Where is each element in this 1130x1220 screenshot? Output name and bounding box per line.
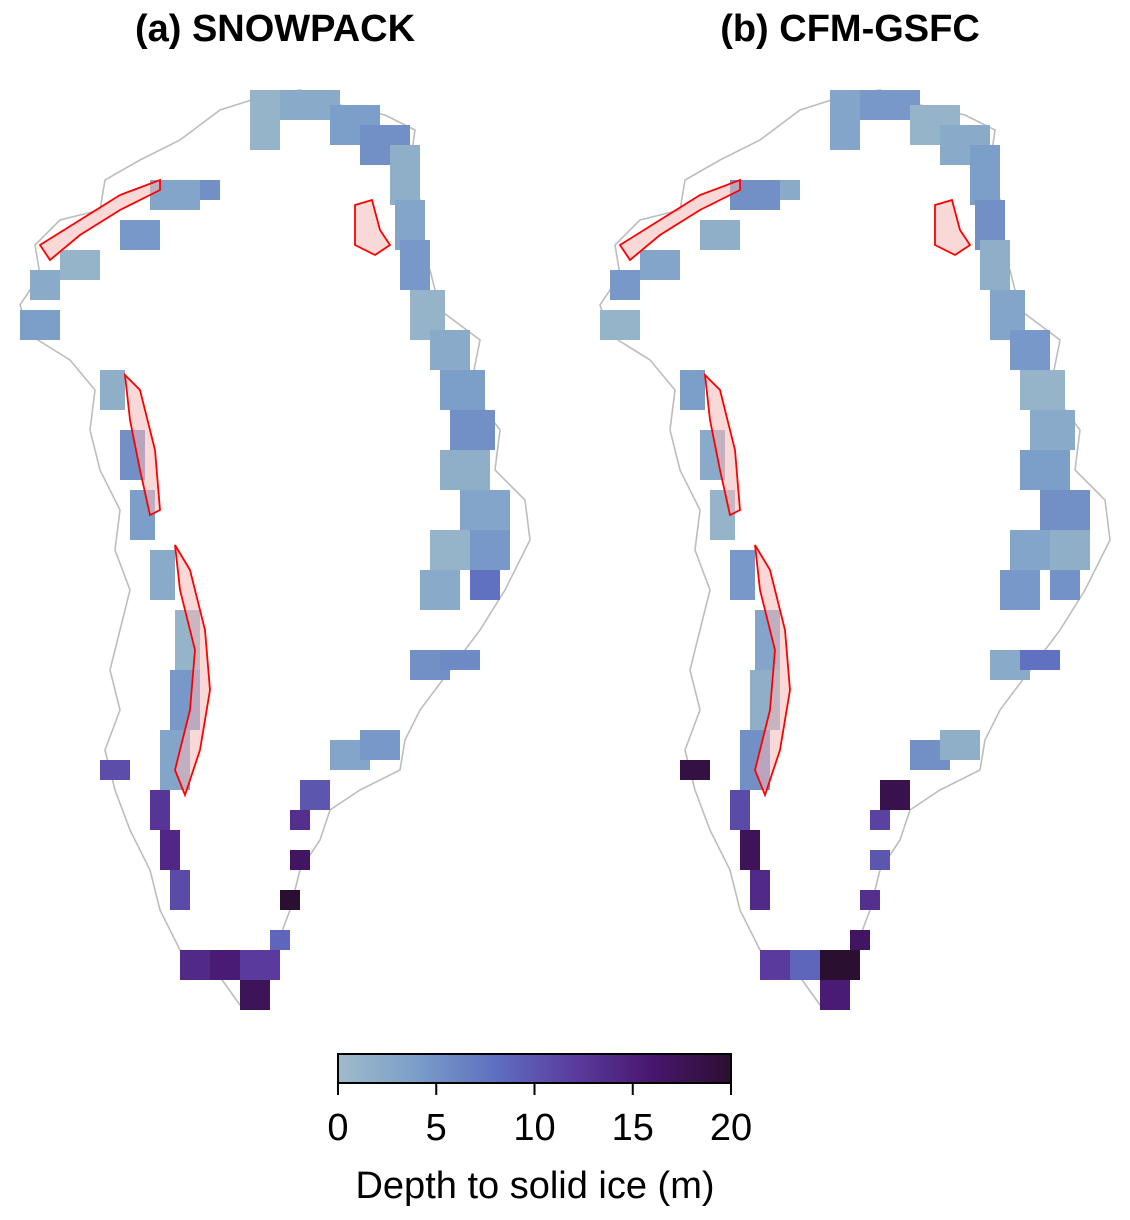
colorbar: 0 5 10 15 20 Depth to solid ice (m)	[300, 1040, 780, 1210]
outlined-region	[703, 372, 741, 517]
grid-cell	[600, 310, 640, 340]
grid-cell	[1010, 530, 1050, 570]
grid-cell	[210, 950, 240, 980]
grid-cell	[870, 810, 890, 830]
outlined-region	[123, 372, 161, 517]
grid-cell	[820, 950, 860, 980]
colorbar-tick-label: 5	[426, 1107, 447, 1149]
grid-cell	[470, 530, 510, 570]
panel-b-title: (b) CFM-GSFC	[720, 8, 980, 50]
grid-cell	[740, 830, 760, 870]
map-panel-cfm-gsfc	[599, 89, 1111, 1010]
grid-cell	[1010, 330, 1050, 370]
grid-cell	[1020, 450, 1070, 490]
grid-cell	[100, 760, 130, 780]
outlined-region	[174, 544, 211, 798]
grid-cell	[100, 370, 125, 410]
grid-cell	[850, 930, 870, 950]
grid-cell	[1000, 570, 1040, 610]
grid-cell	[440, 370, 485, 410]
map-panel-snowpack	[19, 89, 531, 1010]
grid-cell	[1040, 490, 1090, 530]
grid-cell	[280, 890, 300, 910]
grid-cell	[180, 950, 210, 980]
grid-cell	[1020, 370, 1065, 410]
grid-cell	[120, 220, 160, 250]
grid-cell	[300, 780, 330, 810]
grid-cell	[870, 850, 890, 870]
grid-cell	[830, 90, 860, 150]
grid-cell	[170, 870, 190, 910]
grid-cell	[780, 180, 800, 200]
grid-cell	[820, 980, 850, 1010]
grid-cell	[270, 930, 290, 950]
grid-cell	[470, 570, 500, 600]
grid-cell	[750, 870, 770, 910]
grid-cell	[730, 790, 750, 830]
grid-cell	[430, 330, 470, 370]
outlined-region	[754, 544, 791, 798]
colorbar-scale: 0 5 10 15 20	[327, 1053, 752, 1149]
grid-cell	[200, 180, 220, 200]
grid-cell	[940, 730, 980, 760]
grid-cell	[640, 250, 680, 280]
grid-cell	[360, 730, 400, 760]
grid-cell	[60, 250, 100, 280]
colorbar-label: Depth to solid ice (m)	[355, 1165, 715, 1207]
grid-cell	[20, 310, 60, 340]
colorbar-tick-label: 15	[612, 1107, 654, 1149]
grid-cell	[880, 780, 910, 810]
grid-cell	[860, 890, 880, 910]
grid-cell	[1050, 570, 1080, 600]
grid-cell	[790, 950, 820, 980]
grid-cell	[680, 370, 705, 410]
grid-cell	[400, 240, 430, 290]
grid-cell	[970, 145, 1000, 205]
grid-cell	[290, 810, 310, 830]
grid-cell	[760, 950, 790, 980]
grid-cell	[700, 220, 740, 250]
grid-cell	[30, 270, 60, 300]
grid-cell	[610, 270, 640, 300]
grid-cell	[730, 550, 755, 600]
grid-cell	[160, 830, 180, 870]
grid-cell	[460, 490, 510, 530]
outlined-region	[934, 198, 972, 257]
grid-cell	[430, 530, 470, 570]
colorbar-gradient	[337, 1053, 732, 1084]
outlined-region	[354, 198, 392, 257]
colorbar-tick-label: 10	[513, 1107, 555, 1149]
grid-cell	[440, 650, 480, 670]
grid-cell	[250, 90, 280, 150]
grid-cell	[150, 550, 175, 600]
outlined-region	[618, 178, 741, 262]
grid-cell	[240, 980, 270, 1010]
colorbar-tick-label: 0	[327, 1107, 348, 1149]
grid-cell	[240, 950, 280, 980]
grid-cell	[680, 760, 710, 780]
grid-cell	[1020, 650, 1060, 670]
grid-cell	[1050, 530, 1090, 570]
grid-cell	[440, 450, 490, 490]
grid-cell	[150, 790, 170, 830]
panel-a-title: (a) SNOWPACK	[134, 8, 416, 50]
grid-cell	[420, 570, 460, 610]
outlined-region	[38, 178, 161, 262]
grid-cell	[450, 410, 495, 450]
grid-cell	[390, 145, 420, 205]
grid-cell	[980, 240, 1010, 290]
grid-cell	[290, 850, 310, 870]
colorbar-tick-label: 20	[710, 1107, 752, 1149]
grid-cell	[1030, 410, 1075, 450]
